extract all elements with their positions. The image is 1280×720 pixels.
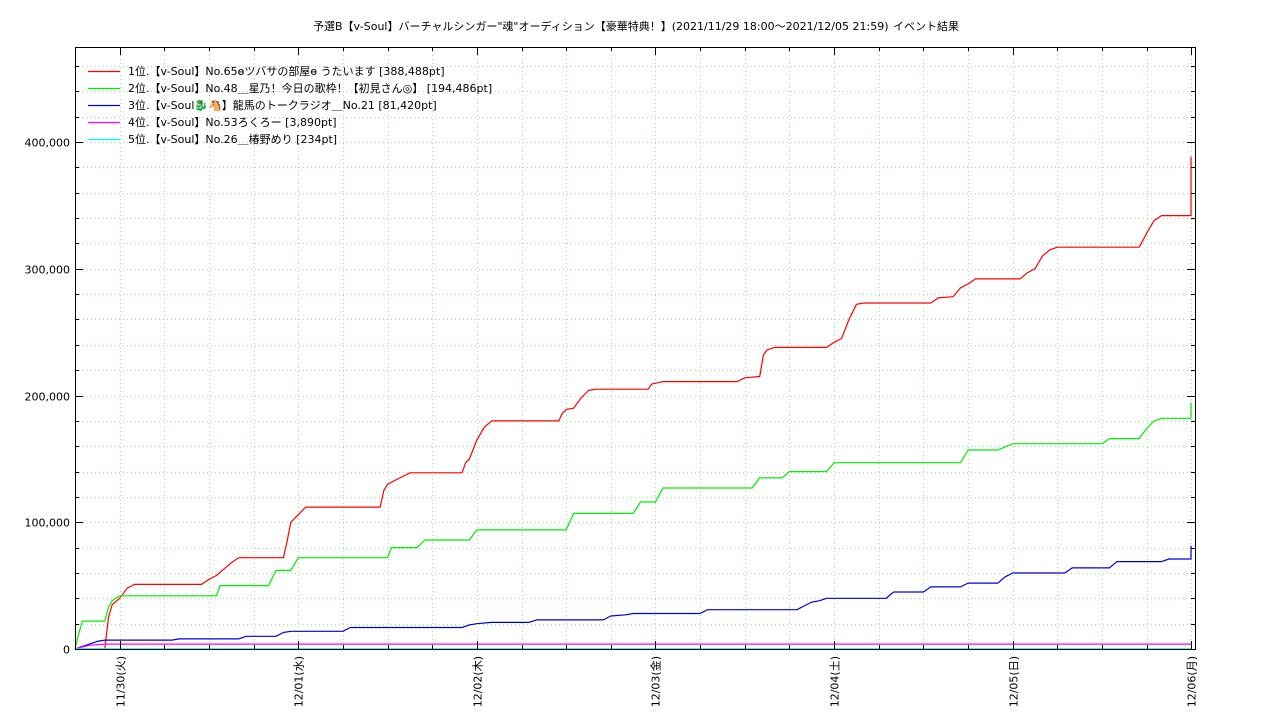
axis-ticks: 0 100,000 200,000 300,000 400,000 11/30(火) 12/… — [25, 47, 1199, 707]
plot-frame — [75, 47, 1196, 650]
legend: 1位.【v-Soul】No.65ɵツバサの部屋ɵ うたいます [388,488p… — [88, 64, 492, 146]
series-line-3 — [74, 545, 1192, 650]
x-tick-label: 12/01(水) — [293, 656, 306, 707]
legend-label-4: 4位.【v-Soul】No.53ろくろー [3,890pt] — [128, 115, 337, 129]
series-lines — [74, 156, 1192, 650]
x-tick-label: 11/30(火) — [115, 656, 128, 707]
y-tick-label: 400,000 — [25, 137, 71, 150]
legend-label-2: 2位.【v-Soul】No.48＿星乃！今日の歌枠！【初見さん◎】 [194,4… — [128, 81, 492, 95]
x-tick-label: 12/05(日) — [1008, 656, 1021, 707]
x-tick-label: 12/03(金) — [649, 656, 663, 707]
y-tick-label: 200,000 — [25, 391, 71, 404]
chart-subtitle: イベント結果 — [893, 19, 959, 33]
y-tick-label: 100,000 — [25, 517, 71, 530]
series-line-4 — [74, 643, 1191, 650]
y-tick-label: 0 — [63, 644, 70, 657]
chart-title: 予選B【v-Soul】バーチャルシンガー"魂"オーディション【豪華特典！】(20… — [313, 19, 889, 33]
x-tick-label: 12/06(月) — [1186, 656, 1199, 707]
series-line-1 — [75, 156, 1192, 650]
legend-label-5: 5位.【v-Soul】No.26＿椿野めり [234pt] — [128, 132, 337, 146]
y-tick-label: 300,000 — [25, 264, 71, 277]
legend-label-1: 1位.【v-Soul】No.65ɵツバサの部屋ɵ うたいます [388,488p… — [128, 64, 445, 78]
x-tick-label: 12/04(土) — [829, 656, 842, 707]
legend-label-3: 3位.【v-Soul🐉🐴】龍馬のトークラジオ＿No.21 [81,420pt] — [128, 98, 437, 112]
series-line-2 — [74, 402, 1192, 650]
x-tick-label: 12/02(木) — [472, 656, 485, 707]
